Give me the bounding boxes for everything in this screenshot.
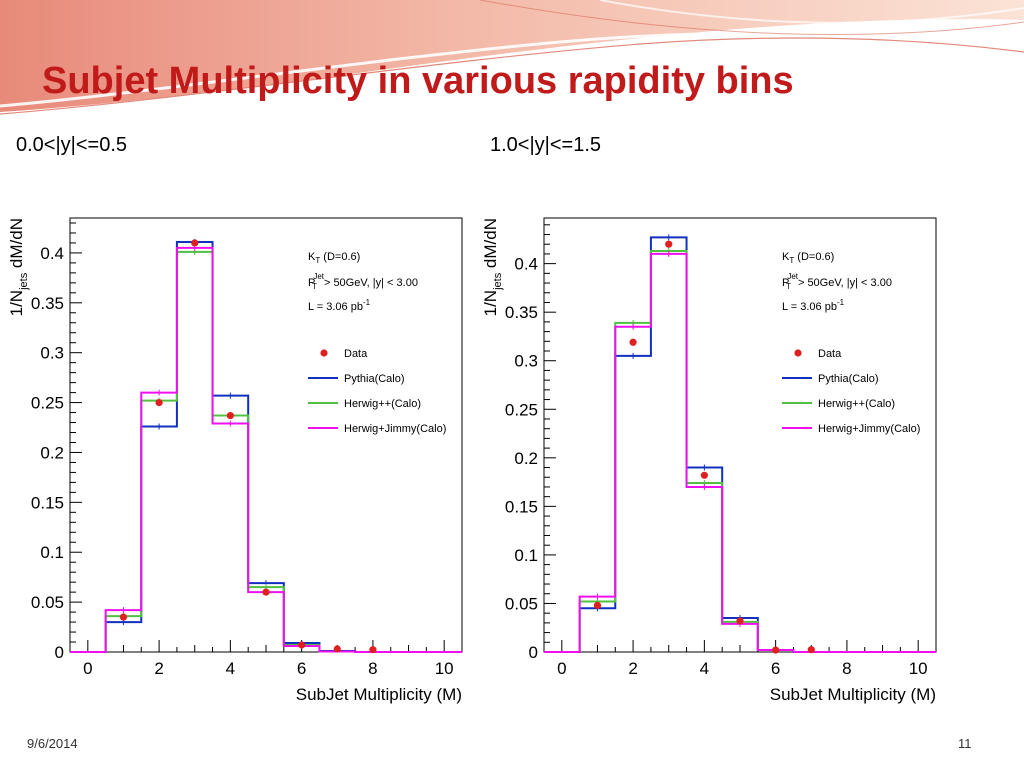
info-algorithm: KT (D=0.6): [308, 251, 360, 265]
x-tick-label: 4: [226, 659, 235, 678]
y-tick-label: 0.3: [514, 352, 538, 371]
y-tick-label: 0.1: [514, 546, 538, 565]
legend-label: Data: [818, 348, 842, 360]
legend-label: Herwig+Jimmy(Calo): [818, 423, 920, 435]
legend-label: Herwig++(Calo): [344, 398, 421, 410]
footer-date: 9/6/2014: [27, 736, 78, 751]
x-tick-label: 2: [628, 659, 637, 678]
data-point: [369, 646, 377, 654]
y-axis-title: 1/Njets dM/dN: [481, 218, 504, 316]
x-axis-title: SubJet Multiplicity (M): [770, 685, 936, 704]
info-cuts: PJet T > 50GeV, |y| < 3.00: [782, 272, 892, 291]
plot-frame: [543, 217, 937, 653]
data-point: [629, 338, 637, 346]
y-tick-label: 0.1: [40, 543, 64, 562]
footer-page-number: 11: [958, 736, 972, 751]
y-tick-label: 0: [55, 643, 64, 662]
legend-label: Data: [344, 348, 368, 360]
data-point: [333, 645, 341, 653]
x-tick-label: 8: [368, 659, 377, 678]
y-tick-label: 0.3: [40, 344, 64, 363]
x-tick-label: 10: [435, 659, 454, 678]
data-point: [155, 398, 163, 407]
data-point: [593, 601, 602, 609]
chart-right-rapidity-1.0-1.5: 0 2 4 6 8 10 0 0.05 0.1 0.15 0.2 0.25 0.3 0.35 0.4 SubJ…: [481, 217, 937, 704]
x-tick-label: 2: [154, 659, 163, 678]
x-tick-label: 0: [83, 659, 92, 678]
title-banner-decoration: [0, 0, 1024, 115]
plot-frame: [69, 217, 463, 653]
data-point: [226, 411, 234, 420]
chart-left-rapidity-0-0.5: 0 2 4 6 8 10 0 0.05 0.1 0.15 0.2 0.25 0.3 0.35 0.4 SubJ…: [7, 217, 463, 704]
x-tick-label: 4: [700, 659, 709, 678]
y-tick-label: 0.2: [514, 449, 538, 468]
info-algorithm: KT (D=0.6): [782, 251, 834, 265]
data-point: [772, 646, 780, 654]
data-point: [700, 471, 708, 479]
x-tick-label: 10: [909, 659, 928, 678]
histogram-herwig-jimmy-calo-: [70, 246, 462, 653]
y-tick-label: 0.25: [505, 400, 538, 419]
y-tick-label: 0.35: [31, 294, 64, 313]
x-axis-title: SubJet Multiplicity (M): [296, 685, 462, 704]
y-tick-label: 0.4: [40, 244, 64, 263]
y-axis-title: 1/Njets dM/dN: [7, 218, 30, 316]
info-luminosity: L = 3.06 pb-1: [308, 298, 371, 313]
data-point: [665, 240, 673, 248]
data-point: [262, 588, 270, 596]
legend-label: Herwig+Jimmy(Calo): [344, 423, 446, 435]
y-tick-label: 0.25: [31, 394, 64, 413]
data-point: [191, 239, 199, 247]
data-point: [807, 646, 815, 654]
histogram-herwig-jimmy-calo-: [544, 252, 936, 653]
chart-title-right: 1.0<|y|<=1.5: [490, 134, 602, 156]
legend-label: Pythia(Calo): [344, 373, 405, 385]
legend-label: Herwig++(Calo): [818, 398, 895, 410]
x-tick-label: 0: [557, 659, 566, 678]
y-tick-label: 0.2: [40, 443, 64, 462]
legend-label: Pythia(Calo): [818, 373, 879, 385]
y-tick-label: 0.05: [31, 593, 64, 612]
y-tick-label: 0: [529, 643, 538, 662]
info-luminosity: L = 3.06 pb-1: [782, 298, 845, 313]
x-tick-label: 8: [842, 659, 851, 678]
y-tick-label: 0.15: [31, 493, 64, 512]
x-tick-label: 6: [297, 659, 306, 678]
y-tick-label: 0.35: [505, 303, 538, 322]
data-point: [736, 617, 744, 625]
slide-title: Subjet Multiplicity in various rapidity …: [42, 60, 794, 102]
legend-marker-data: [320, 349, 328, 357]
x-tick-label: 6: [771, 659, 780, 678]
y-tick-label: 0.4: [514, 255, 538, 274]
y-tick-label: 0.05: [505, 594, 538, 613]
info-cuts: PJet T > 50GeV, |y| < 3.00: [308, 272, 418, 291]
data-point: [119, 613, 128, 621]
legend-marker-data: [794, 349, 802, 357]
y-tick-label: 0.15: [505, 497, 538, 516]
data-point: [298, 641, 306, 649]
chart-title-left: 0.0<|y|<=0.5: [16, 134, 128, 156]
